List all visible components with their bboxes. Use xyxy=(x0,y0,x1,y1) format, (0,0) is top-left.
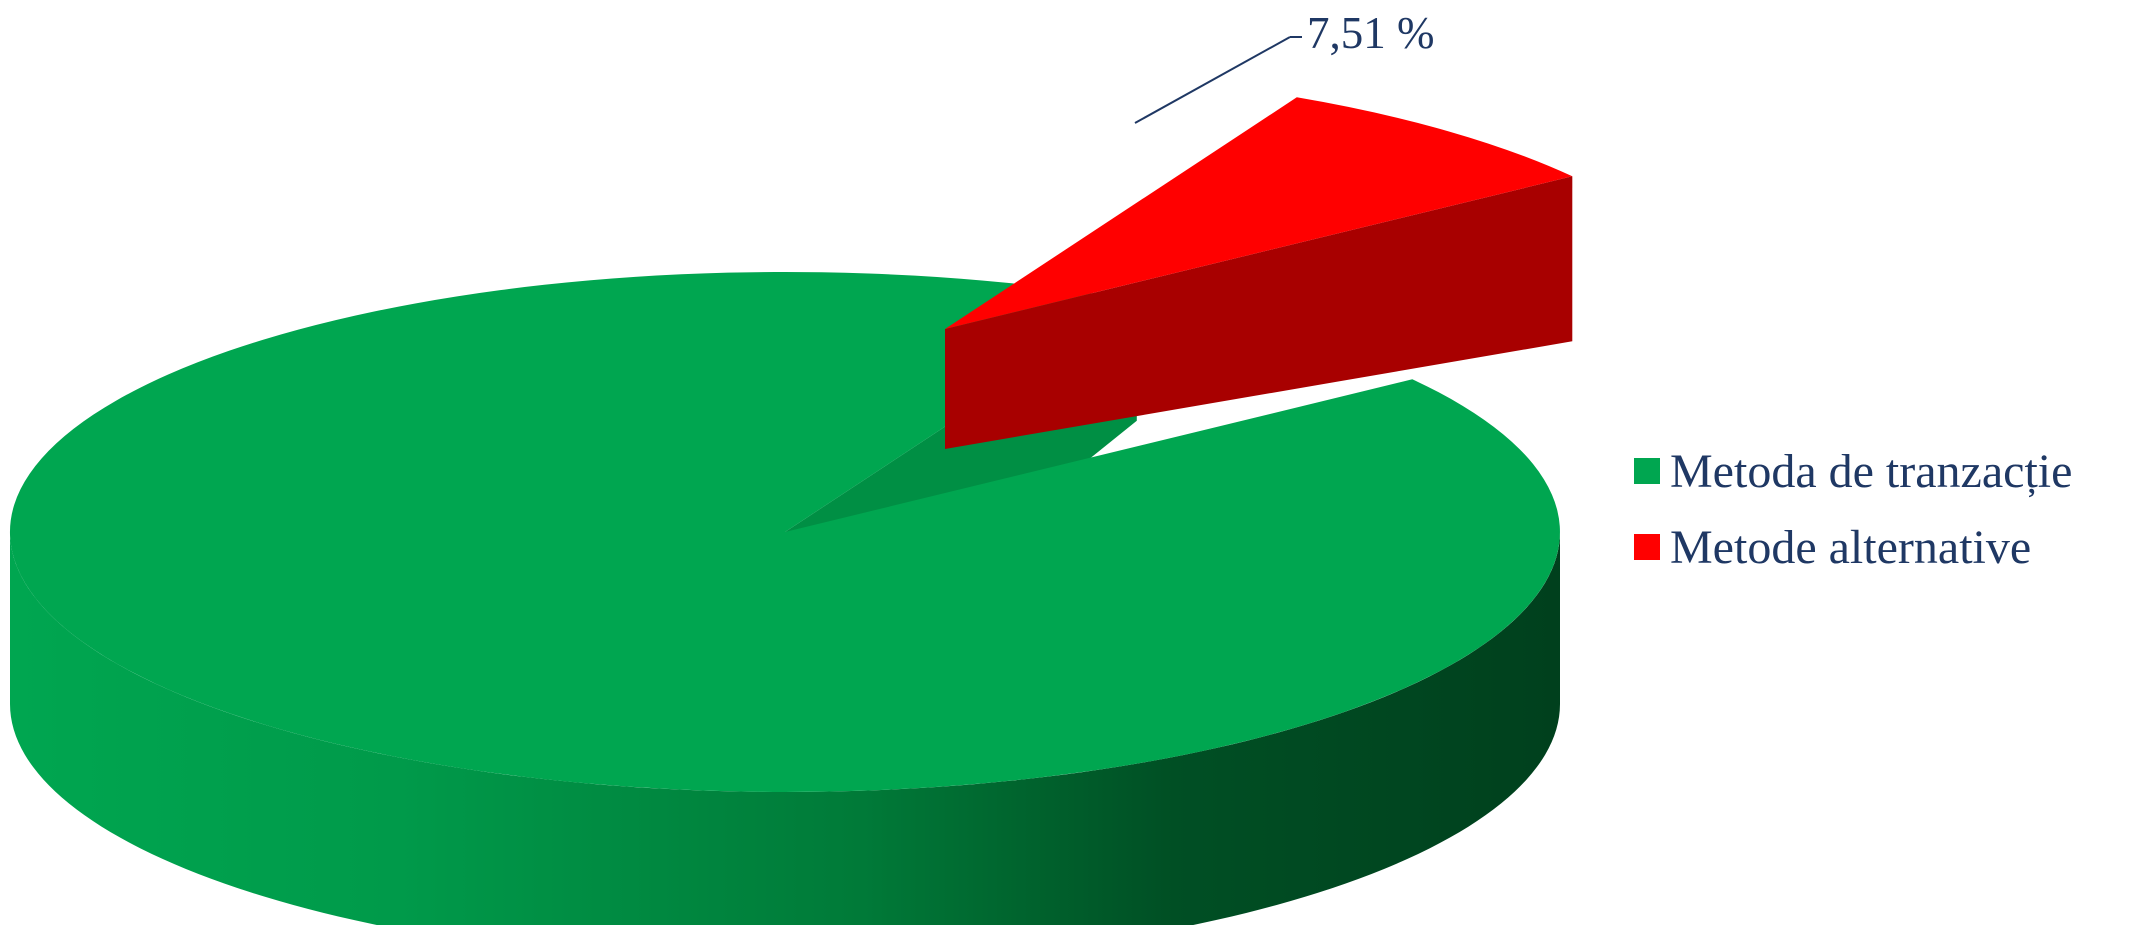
legend-swatch-red xyxy=(1634,534,1660,560)
pie-slice-side-metoda-de-tranzactie xyxy=(10,532,1560,925)
legend: Metoda de tranzacție Metode alternative xyxy=(1634,444,2073,598)
legend-label: Metoda de tranzacție xyxy=(1670,444,2073,498)
data-label-metode-alternative: 7,51 % xyxy=(1307,8,1435,58)
pie-slice-cut-face-metode-alternative xyxy=(945,176,1573,450)
legend-item-metode-alternative[interactable]: Metode alternative xyxy=(1634,520,2072,574)
legend-label: Metode alternative xyxy=(1670,520,2032,574)
data-label-leader-line xyxy=(1134,36,1291,124)
legend-item-metoda-de-tranzactie[interactable]: Metoda de tranzacție xyxy=(1634,444,2073,498)
pie-slice-metoda-de-tranzactie xyxy=(9,271,1560,792)
pie-slice-metode-alternative xyxy=(945,97,1573,329)
legend-swatch-green xyxy=(1634,458,1660,484)
